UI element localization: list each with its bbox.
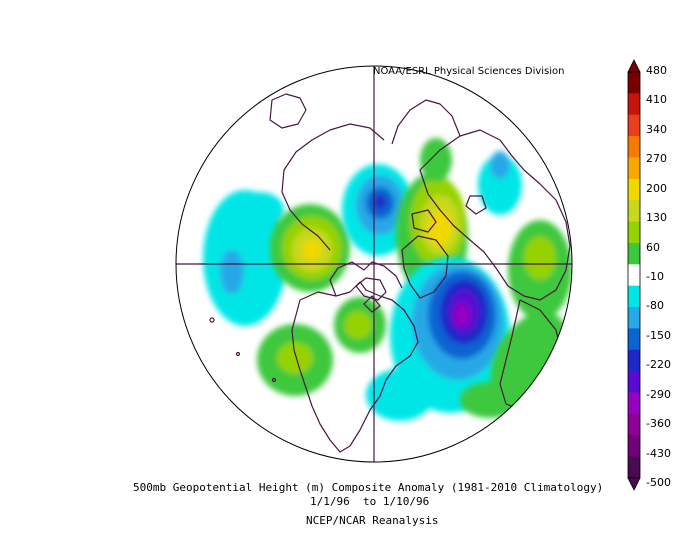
colorbar-tick-label: 130 [646,211,667,225]
colorbar-swatch [628,435,640,458]
colorbar-tick-label: 200 [646,181,667,195]
colorbar-swatch [628,264,640,287]
colorbar-tick-label: 270 [646,152,667,166]
colorbar-tick-label: 480 [646,64,667,77]
globe-border [175,65,573,463]
colorbar-swatch [628,392,640,415]
anomaly-arctic-negative [342,164,414,256]
map-grid-lines [176,66,572,462]
colorbar-swatch [628,349,640,372]
colorbar-top-arrow [627,59,641,73]
anomaly-alaska-positive [270,204,350,292]
anomaly-pacific-negative [203,190,287,326]
colorbar-tick-label: 410 [646,93,667,107]
colorbar-swatch [628,413,640,436]
coast-north-america [291,281,419,453]
colorbar-swatch [628,72,640,94]
colorbar-tick-label: 340 [646,122,667,136]
caption-title: 500mb Geopotential Height (m) Composite … [133,481,604,494]
anomaly-east-pacific-positive [257,324,333,396]
anomaly-atlantic-negative [366,257,510,421]
colorbar-tick-label: -220 [646,358,671,372]
colorbar [627,59,641,491]
coast-eurasia [419,129,571,301]
colorbar-swatch [628,371,640,394]
colorbar-swatch [628,285,640,308]
colorbar-tick-label: -360 [646,417,671,431]
coast-greenland [401,235,449,299]
colorbar-swatch [628,456,640,479]
colorbar-tick-label: -150 [646,328,671,342]
anomaly-canada-positive [334,297,386,353]
colorbar-tick-label: -80 [646,299,664,313]
colorbar-swatch [628,114,640,137]
credit-label: NOAA/ESRL Physical Sciences Division [373,66,565,77]
colorbar-bottom-arrow [627,477,641,491]
anomaly-field [176,66,572,462]
colorbar-swatch [628,221,640,244]
colorbar-swatch [628,157,640,180]
colorbar-tick-label: -290 [646,387,671,401]
anomaly-northeast-negative [478,151,522,215]
colorbar-swatch [628,328,640,351]
colorbar-tick-label: 60 [646,240,660,254]
coastlines [209,93,571,453]
colorbar-tick-label: -430 [646,446,671,460]
caption-dataset: NCEP/NCAR Reanalysis [306,514,439,527]
caption-date-range: 1/1/96 to 1/10/96 [310,495,430,508]
colorbar-swatch [628,93,640,116]
colorbar-swatch [628,178,640,201]
colorbar-swatch [628,136,640,158]
colorbar-tick-label: -500 [646,476,671,489]
colorbar-tick-label: -10 [646,270,664,283]
colorbar-swatch [628,307,640,329]
colorbar-swatch [628,200,640,223]
colorbar-swatch [628,242,640,265]
